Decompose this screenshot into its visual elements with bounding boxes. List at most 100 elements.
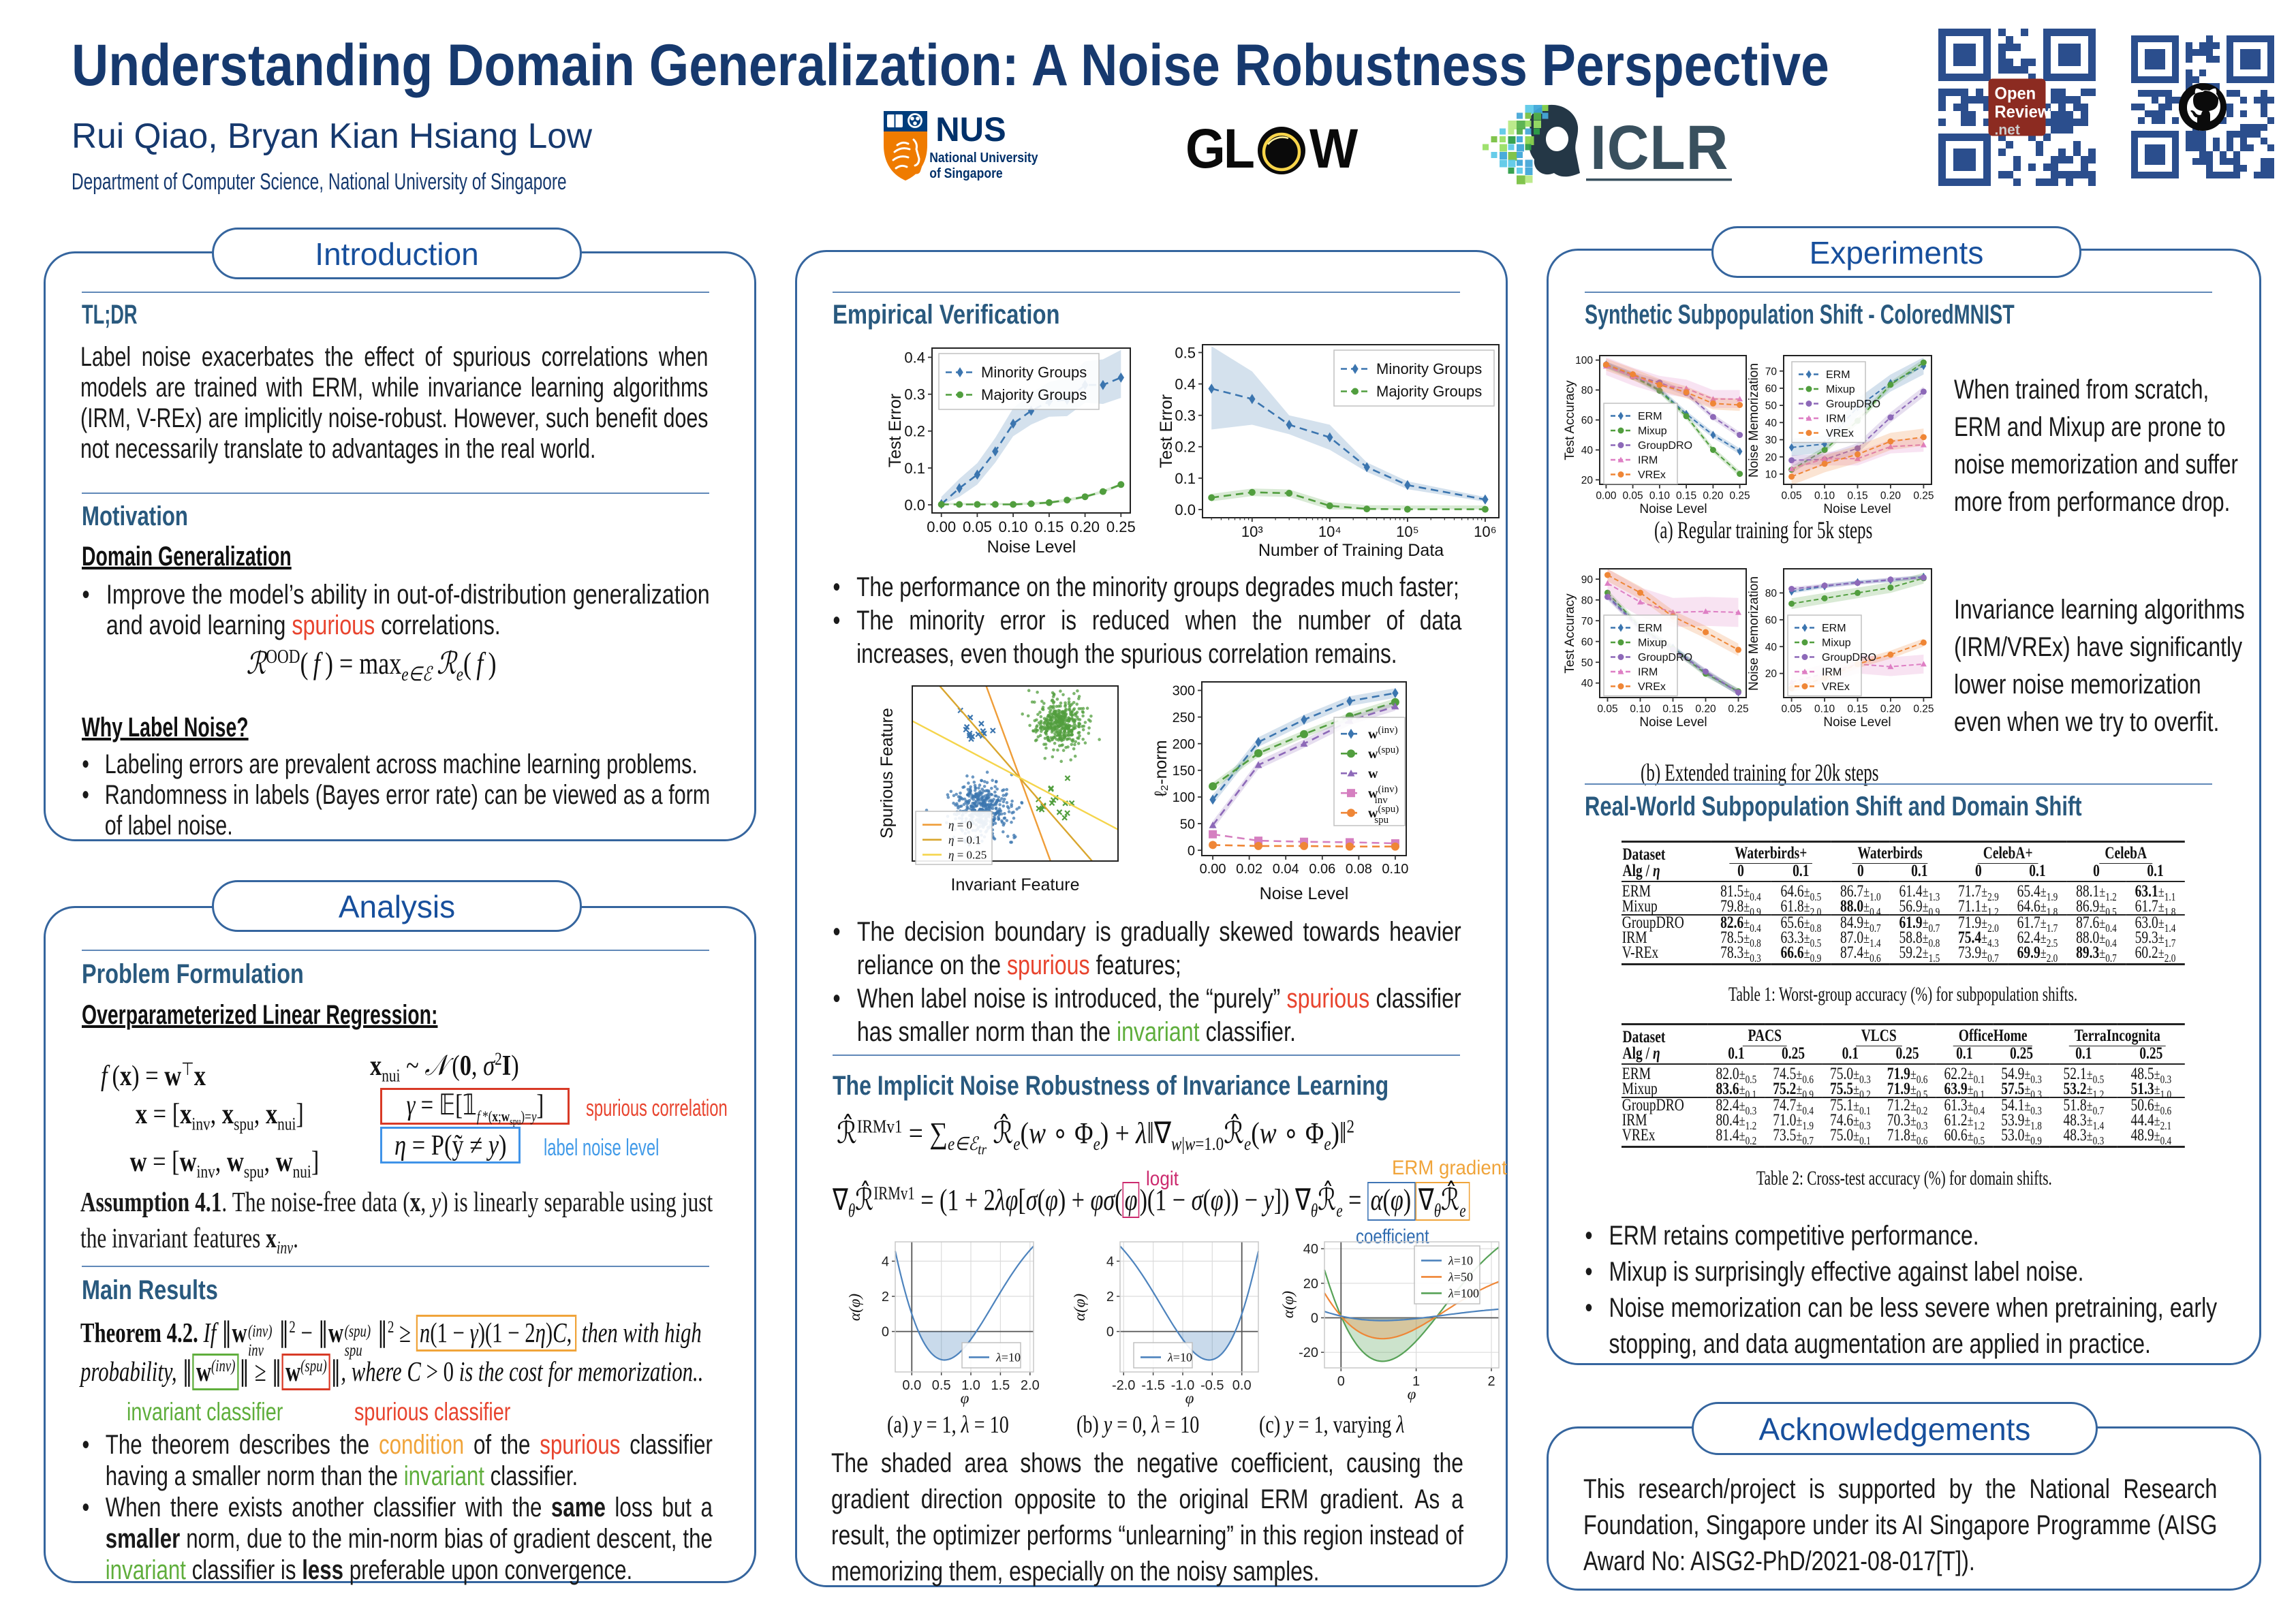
svg-text:Noise Level: Noise Level: [1823, 502, 1891, 516]
svg-text:0.15: 0.15: [1847, 490, 1867, 502]
svg-text:w(spu)spu: w(spu) spu: [1368, 804, 1399, 826]
svg-text:-1.5: -1.5: [1141, 1378, 1164, 1393]
svg-text:0.0: 0.0: [904, 497, 925, 514]
svg-text:60: 60: [1765, 614, 1778, 626]
svg-text:0.0: 0.0: [1232, 1378, 1252, 1393]
svg-text:0.25: 0.25: [1913, 490, 1934, 502]
svg-text:η = 0: η = 0: [948, 819, 972, 832]
svg-text:1: 1: [1412, 1374, 1420, 1389]
svg-text:VREx: VREx: [1638, 681, 1666, 693]
svg-text:Test Error: Test Error: [886, 394, 905, 467]
svg-text:α(φ): α(φ): [1281, 1291, 1297, 1318]
svg-text:0.00: 0.00: [927, 518, 956, 535]
svg-text:2: 2: [1487, 1374, 1495, 1389]
svg-text:λ=10: λ=10: [1448, 1254, 1473, 1268]
svg-text:0.04: 0.04: [1273, 862, 1299, 877]
svg-text:50: 50: [1765, 401, 1778, 412]
svg-text:Mixup: Mixup: [1822, 638, 1851, 649]
svg-text:0: 0: [1188, 843, 1195, 858]
svg-text:50: 50: [1180, 817, 1195, 832]
svg-text:80: 80: [1581, 385, 1594, 396]
svg-text:100: 100: [1575, 355, 1593, 366]
svg-text:20: 20: [1765, 452, 1778, 463]
svg-text:-2.0: -2.0: [1112, 1378, 1135, 1393]
svg-text:0.5: 0.5: [932, 1378, 951, 1393]
svg-text:0.06: 0.06: [1309, 862, 1335, 877]
svg-text:0.10: 0.10: [1630, 704, 1651, 715]
svg-text:Noise Level: Noise Level: [1823, 715, 1891, 730]
svg-text:Mixup: Mixup: [1638, 426, 1667, 437]
svg-text:IRM: IRM: [1822, 667, 1842, 678]
svg-text:w(spu): w(spu): [1368, 745, 1399, 762]
svg-text:100: 100: [1173, 790, 1195, 805]
svg-text:40: 40: [1581, 445, 1594, 456]
svg-text:0: 0: [1337, 1374, 1345, 1389]
svg-text:30: 30: [1765, 435, 1778, 446]
svg-text:Majority Groups: Majority Groups: [981, 386, 1087, 403]
svg-text:0.25: 0.25: [1730, 490, 1750, 502]
svg-text:0.4: 0.4: [904, 349, 925, 366]
svg-text:80: 80: [1581, 595, 1594, 606]
svg-text:10³: 10³: [1241, 523, 1263, 540]
svg-text:0.10: 0.10: [1814, 704, 1835, 715]
svg-text:Noise Memorization: Noise Memorization: [1747, 363, 1761, 478]
svg-text:0.05: 0.05: [1782, 704, 1802, 715]
svg-text:-1.0: -1.0: [1171, 1378, 1194, 1393]
svg-text:φ: φ: [1185, 1390, 1194, 1407]
svg-text:200: 200: [1173, 737, 1195, 752]
svg-text:IRM: IRM: [1826, 413, 1846, 425]
svg-text:0.3: 0.3: [1175, 407, 1196, 424]
svg-text:40: 40: [1765, 418, 1778, 429]
svg-text:0.25: 0.25: [1913, 704, 1934, 715]
svg-text:0.0: 0.0: [902, 1378, 921, 1393]
svg-text:60: 60: [1765, 384, 1778, 395]
svg-text:0: 0: [882, 1325, 889, 1340]
svg-text:0.2: 0.2: [904, 423, 925, 440]
svg-text:0.10: 0.10: [1814, 490, 1835, 502]
svg-text:2: 2: [1106, 1290, 1114, 1305]
svg-text:1.0: 1.0: [961, 1378, 980, 1393]
svg-text:50: 50: [1581, 657, 1594, 669]
svg-text:ERM: ERM: [1638, 411, 1662, 422]
svg-text:40: 40: [1303, 1242, 1318, 1257]
svg-text:40: 40: [1581, 678, 1594, 689]
svg-text:.net: .net: [1995, 123, 2020, 138]
svg-text:Invariant Feature: Invariant Feature: [951, 875, 1080, 894]
svg-text:90: 90: [1581, 574, 1594, 586]
svg-text:10: 10: [1765, 469, 1778, 481]
svg-text:0.15: 0.15: [1662, 704, 1683, 715]
svg-text:0.15: 0.15: [1847, 704, 1867, 715]
svg-text:80: 80: [1765, 588, 1778, 599]
svg-text:0.1: 0.1: [1175, 470, 1196, 487]
svg-text:1.5: 1.5: [991, 1378, 1010, 1393]
svg-text:0.02: 0.02: [1236, 862, 1262, 877]
svg-text:GroupDRO: GroupDRO: [1638, 440, 1692, 452]
svg-text:National University: National University: [929, 150, 1038, 165]
svg-text:w(inv): w(inv): [1368, 725, 1398, 742]
svg-text:w(inv)inv: w(inv) inv: [1368, 784, 1398, 806]
svg-text:0.1: 0.1: [904, 460, 925, 477]
svg-text:70: 70: [1581, 616, 1594, 627]
svg-text:λ=10: λ=10: [1167, 1351, 1192, 1364]
svg-text:0.10: 0.10: [1382, 862, 1408, 877]
svg-text:Open: Open: [1995, 84, 2036, 104]
svg-text:250: 250: [1173, 710, 1195, 725]
svg-text:Test Accuracy: Test Accuracy: [1563, 380, 1577, 460]
svg-text:λ=100: λ=100: [1448, 1287, 1479, 1300]
svg-text:ERM: ERM: [1638, 623, 1662, 634]
svg-text:λ=50: λ=50: [1448, 1270, 1473, 1284]
svg-text:VREx: VREx: [1822, 681, 1850, 693]
svg-text:4: 4: [882, 1254, 889, 1269]
svg-text:60: 60: [1581, 636, 1594, 648]
svg-text:20: 20: [1765, 668, 1778, 680]
svg-text:40: 40: [1765, 642, 1778, 653]
svg-text:Mixup: Mixup: [1826, 384, 1855, 396]
svg-text:NUS: NUS: [935, 111, 1006, 149]
svg-text:0.10: 0.10: [1649, 490, 1671, 502]
svg-text:300: 300: [1173, 684, 1195, 699]
svg-text:0.05: 0.05: [963, 518, 992, 535]
svg-text:0.05: 0.05: [1597, 704, 1617, 715]
svg-text:η = 0.1: η = 0.1: [948, 834, 981, 847]
svg-text:150: 150: [1173, 764, 1195, 779]
svg-text:ℓ₂-norm: ℓ₂-norm: [1151, 740, 1170, 796]
